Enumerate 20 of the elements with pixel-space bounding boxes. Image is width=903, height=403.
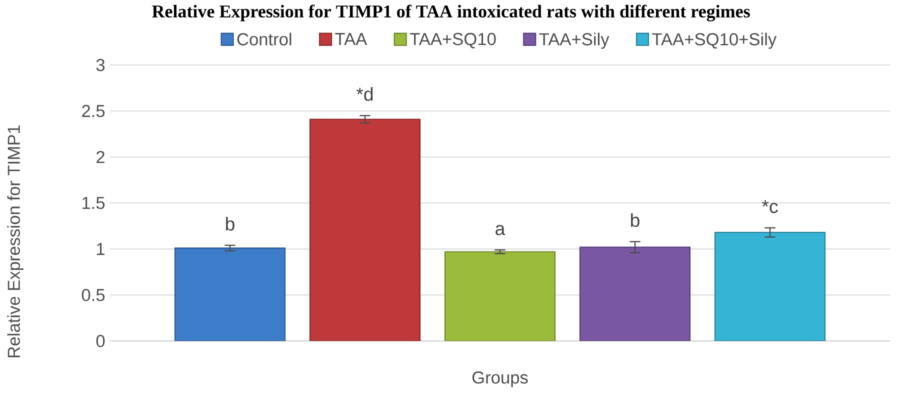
- chart-title: Relative Expression for TIMP1 of TAA intoxicated rats with different regimes: [152, 4, 750, 22]
- y-tick-label: 1.5: [82, 196, 105, 210]
- y-tick-label: 1: [96, 243, 104, 255]
- x-tick-label: Groups: [472, 371, 528, 388]
- y-tick-label: 3: [96, 58, 105, 72]
- y-tick-label: 2: [96, 150, 104, 164]
- legend-label: TAA+Sily: [539, 32, 610, 49]
- data-label: *d: [356, 87, 373, 101]
- data-label: *c: [762, 200, 778, 214]
- legend-label: Control: [237, 32, 292, 46]
- data-label: b: [226, 216, 234, 231]
- legend-label: TAA: [335, 33, 368, 45]
- data-label: b: [631, 213, 640, 227]
- legend-label: TAA+SQ10: [410, 32, 496, 48]
- data-label: a: [496, 224, 506, 236]
- y-tick-label: 0.5: [82, 288, 105, 302]
- legend-label: TAA+SQ10+Sily: [652, 32, 777, 49]
- y-tick-label: 0: [96, 334, 105, 348]
- y-tick-label: 2.5: [82, 104, 105, 118]
- y-axis-title: Relative Expression for TIMP1: [7, 125, 24, 358]
